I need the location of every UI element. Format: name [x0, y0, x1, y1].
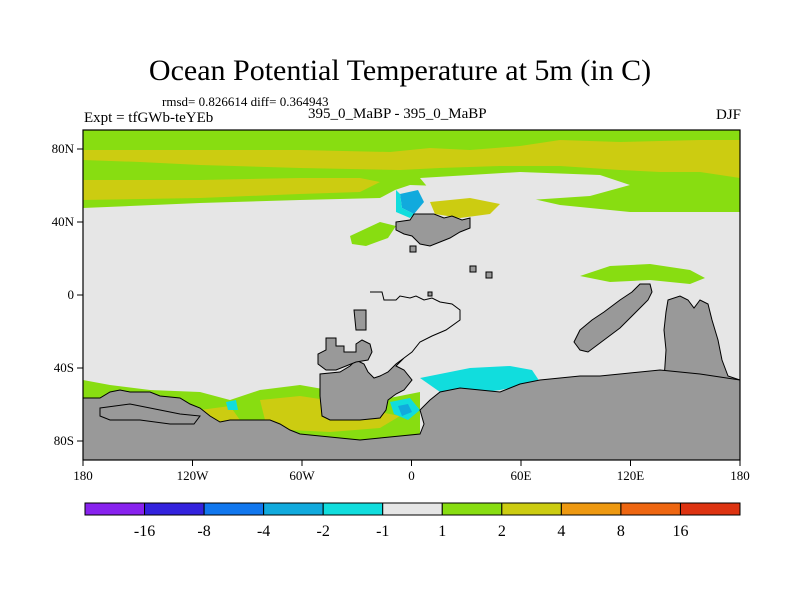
lat-tick-40s: 40S: [54, 360, 74, 375]
equatorial-warm-band: [580, 264, 705, 284]
colorbar-label-0: -16: [134, 523, 155, 540]
colorbar-box-4: [322, 502, 384, 516]
southern-cool-patch-3: [398, 404, 412, 416]
land-central: [319, 291, 461, 421]
lon-tick-120e: 120E: [617, 468, 645, 483]
subtitle-label: 395_0_MaBP - 395_0_MaBP: [308, 106, 487, 122]
arctic-cool-rim: [396, 190, 414, 218]
lat-tick-80n: 80N: [52, 141, 75, 156]
land-islet-2: [469, 265, 477, 273]
lon-tick-60e: 60E: [511, 468, 532, 483]
lon-tick-60w: 60W: [289, 468, 315, 483]
arctic-hot-patch-1: [83, 140, 740, 178]
colorbar-box-5: [382, 502, 443, 516]
lon-tick-0: 0: [408, 468, 415, 483]
lat-tick-0: 0: [68, 287, 75, 302]
southern-cool-patch-1: [420, 366, 540, 394]
arctic-neutral-pocket: [420, 172, 630, 200]
land-south: [83, 369, 740, 460]
colorbar-box-2: [203, 502, 265, 516]
lon-tick-120w: 120W: [177, 468, 210, 483]
land-east: [573, 283, 653, 353]
experiment-label: Expt = tfGWb-teYEb: [84, 110, 214, 126]
colorbar: -16 -8 -4 -2 -1 1 2 4 8 16: [84, 502, 741, 540]
stats-text: rmsd= 0.826614 diff= 0.364943: [162, 94, 329, 109]
land-islet-1: [409, 245, 417, 253]
colorbar-box-3: [263, 502, 324, 516]
colorbar-box-7: [501, 502, 562, 516]
lat-tick-40n: 40N: [52, 214, 75, 229]
lon-tick-180w: 180: [73, 468, 93, 483]
lat-tick-80s: 80S: [54, 433, 74, 448]
colorbar-box-10: [679, 502, 741, 516]
colorbar-label-4: -1: [376, 523, 389, 540]
lon-tick-180e: 180: [730, 468, 750, 483]
land-south-peninsula: [99, 403, 201, 425]
colorbar-box-1: [144, 502, 205, 516]
land-islet-3: [485, 271, 493, 279]
land-central-west: [353, 309, 367, 331]
colorbar-label-6: 2: [498, 523, 506, 540]
plot-title: Ocean Potential Temperature at 5m (in C): [148, 54, 652, 87]
map-panel: [83, 130, 740, 460]
land-islet-4: [427, 291, 433, 297]
colorbar-label-2: -4: [257, 523, 270, 540]
colorbar-label-1: -8: [197, 523, 210, 540]
land-central-arc: [317, 337, 373, 371]
midlat-warm-fragment: [350, 222, 396, 246]
arctic-cool-patch: [400, 190, 424, 214]
arctic-hot-patch-3: [430, 198, 500, 218]
colorbar-box-9: [620, 502, 681, 516]
map-ticks: [77, 148, 741, 466]
arctic-hot-patch-2: [83, 178, 380, 200]
land-north: [395, 213, 471, 247]
colorbar-box-8: [560, 502, 622, 516]
colorbar-label-9: 16: [672, 523, 688, 540]
colorbar-box-0: [84, 502, 146, 516]
colorbar-label-5: 1: [438, 523, 446, 540]
colorbar-label-8: 8: [617, 523, 625, 540]
colorbar-box-6: [441, 502, 503, 516]
southern-cool-patch-4: [226, 400, 238, 410]
colorbar-label-7: 4: [557, 523, 565, 540]
season-label: DJF: [715, 107, 741, 123]
colorbar-label-3: -2: [317, 523, 330, 540]
land-masses: [83, 213, 740, 460]
